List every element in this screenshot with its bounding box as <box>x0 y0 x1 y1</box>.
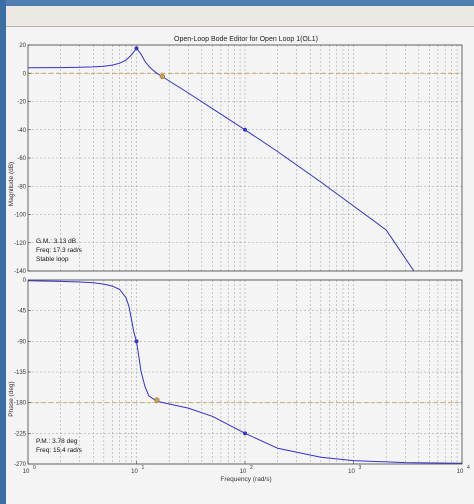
magnitude-ylabel: Magnitude (dB) <box>8 162 15 206</box>
phase-marker-point[interactable] <box>242 431 248 436</box>
gain-margin-annotation: G.M.: 3.13 dB Freq: 17.3 rad/s Stable lo… <box>36 238 83 263</box>
y-tick-label: 0 <box>23 71 27 77</box>
phase-markers[interactable] <box>134 339 248 436</box>
window-border-top <box>0 0 474 6</box>
x-tick-label: 10 <box>23 469 30 475</box>
y-tick-label: -100 <box>14 213 27 219</box>
phase-curve[interactable] <box>27 280 463 464</box>
y-tick-label: -180 <box>14 401 27 407</box>
gain-margin-frequency-text: Freq: 17.3 rad/s <box>36 247 83 254</box>
x-tick-label: 10 <box>457 469 464 475</box>
magnitude-curve[interactable] <box>27 47 415 272</box>
bode-editor-title: Open-Loop Bode Editor for Open Loop 1(OL… <box>174 36 318 43</box>
window-border-left <box>0 0 6 504</box>
magnitude-markers[interactable] <box>134 46 248 132</box>
x-tick-label: 10 <box>348 469 355 475</box>
y-tick-label: -80 <box>17 184 26 190</box>
bode-figure: Open-Loop Bode Editor for Open Loop 1(OL… <box>6 27 474 504</box>
y-tick-label: -45 <box>17 309 26 315</box>
phase-margin-frequency-text: Freq: 15.4 rad/s <box>36 447 83 454</box>
phase-ylabel: Phase (deg) <box>8 381 15 416</box>
y-tick-label: 20 <box>19 43 26 49</box>
phase-margin-text: P.M.: 3.78 deg <box>36 438 78 445</box>
magnitude-marker-point[interactable] <box>159 73 165 80</box>
y-tick-label: -120 <box>14 241 27 247</box>
magnitude-marker-point[interactable] <box>242 127 248 132</box>
magnitude-y-ticks: 20 0 -20 -40 -60 -80 -100 -120 -140 <box>14 43 31 275</box>
y-tick-label: -135 <box>14 370 27 376</box>
y-tick-label: -20 <box>17 100 26 106</box>
magnitude-grid <box>28 44 462 272</box>
x-tick-exponent: 3 <box>359 465 362 471</box>
loop-stability-text: Stable loop <box>36 256 69 263</box>
phase-marker-point[interactable] <box>134 339 139 344</box>
phase-margin-annotation: P.M.: 3.78 deg Freq: 15.4 rad/s <box>36 438 83 454</box>
bode-plot-svg: Open-Loop Bode Editor for Open Loop 1(OL… <box>8 36 470 483</box>
y-tick-label: -90 <box>17 339 26 345</box>
phase-grid <box>28 279 462 465</box>
y-tick-label: -270 <box>14 462 27 468</box>
frequency-xlabel: Frequency (rad/s) <box>220 476 271 483</box>
y-tick-label: -40 <box>17 128 26 134</box>
y-tick-label: -60 <box>17 156 26 162</box>
x-tick-label: 10 <box>240 469 247 475</box>
y-tick-label: -140 <box>14 269 27 275</box>
phase-marker-point[interactable] <box>154 397 160 403</box>
magnitude-series-line[interactable] <box>27 47 415 272</box>
y-tick-label: -225 <box>14 431 27 437</box>
gain-margin-text: G.M.: 3.13 dB <box>36 238 76 245</box>
x-tick-label: 10 <box>131 469 138 475</box>
phase-series-line[interactable] <box>27 280 463 464</box>
y-tick-label: 0 <box>23 278 27 284</box>
x-tick-exponent: 2 <box>250 465 253 471</box>
phase-y-ticks: 0 -45 -90 -135 -180 -225 -270 <box>14 278 31 468</box>
x-tick-exponent: 0 <box>33 465 36 471</box>
x-tick-exponent: 4 <box>467 465 470 471</box>
x-tick-exponent: 1 <box>142 465 145 471</box>
figure-toolbar-band <box>6 6 474 27</box>
magnitude-marker-point[interactable] <box>134 46 139 51</box>
